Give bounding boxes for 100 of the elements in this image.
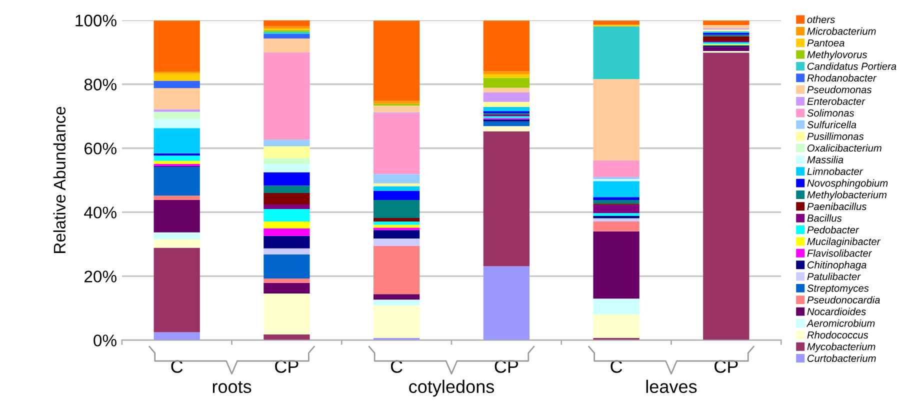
y-tick-label: 80% bbox=[84, 78, 116, 90]
legend-label: Novosphingobium bbox=[807, 179, 888, 189]
bar bbox=[593, 200, 640, 204]
bar bbox=[483, 74, 530, 78]
legend-label: Massilia bbox=[807, 156, 844, 164]
legend-label: Curtobacterium bbox=[808, 354, 876, 362]
bar bbox=[593, 178, 640, 182]
legend-label: Sulfuricella bbox=[807, 120, 856, 128]
legend-label: others bbox=[807, 16, 835, 24]
bar bbox=[154, 109, 200, 112]
bar bbox=[593, 26, 640, 80]
bar bbox=[264, 140, 310, 146]
bar bbox=[593, 218, 640, 222]
bar bbox=[483, 106, 530, 112]
bar bbox=[154, 112, 200, 120]
bar bbox=[373, 183, 420, 186]
bar bbox=[373, 113, 420, 174]
bar bbox=[593, 160, 640, 178]
legend-label: Limnobacter bbox=[807, 168, 864, 176]
bar bbox=[373, 186, 420, 191]
legend-label: Solimonas bbox=[807, 109, 854, 117]
bar bbox=[264, 34, 310, 38]
legend-label: Pseudomonas bbox=[807, 86, 872, 94]
bar bbox=[264, 254, 310, 278]
y-tick-label: 60% bbox=[84, 142, 116, 154]
bar bbox=[703, 46, 750, 51]
legend-label: Chitinophaga bbox=[808, 261, 866, 270]
bar bbox=[373, 190, 420, 200]
bar bbox=[703, 52, 750, 340]
legend-label: Pantoea bbox=[807, 39, 844, 47]
bar bbox=[703, 25, 750, 28]
bar bbox=[264, 186, 310, 194]
legend-label: Bacillus bbox=[807, 214, 842, 222]
legend-label: Methylobacterium bbox=[807, 190, 886, 200]
bar bbox=[593, 181, 640, 198]
bar bbox=[264, 52, 310, 140]
bar bbox=[483, 126, 530, 132]
bar bbox=[264, 209, 310, 222]
legend-label: Candidatus Portiera bbox=[808, 62, 896, 70]
text: roots bbox=[212, 381, 252, 394]
bar bbox=[154, 160, 200, 164]
bar bbox=[373, 294, 420, 300]
bar bbox=[154, 196, 200, 200]
bar bbox=[264, 20, 310, 26]
bar bbox=[593, 314, 640, 338]
bar bbox=[154, 128, 200, 154]
bar bbox=[483, 20, 530, 72]
bar bbox=[264, 248, 310, 254]
bar bbox=[154, 73, 200, 81]
text: cotyledons bbox=[409, 380, 494, 397]
bar bbox=[373, 246, 420, 294]
legend-label: Enterobacter bbox=[807, 97, 866, 105]
bar bbox=[154, 232, 200, 240]
legend-label: Patulibacter bbox=[807, 272, 861, 280]
bar bbox=[593, 20, 640, 25]
bar bbox=[154, 20, 200, 72]
bar bbox=[593, 298, 640, 314]
bar bbox=[373, 200, 420, 218]
bar bbox=[264, 146, 310, 158]
bar bbox=[264, 204, 310, 210]
bar bbox=[593, 222, 640, 232]
y-tick-label: 100% bbox=[76, 14, 116, 26]
bar bbox=[264, 278, 310, 283]
legend-label: Oxalicibacterium bbox=[808, 144, 882, 152]
bar bbox=[154, 88, 200, 110]
legend-label: Pseudonocardia bbox=[807, 296, 880, 304]
bar bbox=[264, 293, 310, 334]
bar bbox=[483, 71, 530, 74]
bar bbox=[373, 174, 420, 184]
bar bbox=[373, 100, 420, 104]
bar bbox=[154, 80, 200, 88]
bar bbox=[154, 156, 200, 161]
bar bbox=[154, 239, 200, 248]
bar bbox=[264, 158, 310, 164]
bar bbox=[593, 204, 640, 214]
legend-label: Rhodococcus bbox=[807, 331, 868, 339]
bar bbox=[483, 78, 530, 88]
bar bbox=[154, 119, 200, 128]
bar bbox=[373, 20, 420, 101]
legend-label: Mycobacterium bbox=[807, 342, 876, 352]
bar bbox=[373, 300, 420, 306]
bar bbox=[264, 282, 310, 294]
bar bbox=[264, 222, 310, 229]
bar bbox=[483, 88, 530, 93]
bar bbox=[264, 164, 310, 172]
bar bbox=[593, 197, 640, 200]
bar bbox=[154, 200, 200, 232]
bar bbox=[264, 236, 310, 248]
bar bbox=[483, 102, 530, 107]
bar bbox=[373, 224, 420, 228]
legend-label: Nocardioides bbox=[807, 308, 866, 316]
legend-label: Rhodanobacter bbox=[807, 74, 877, 82]
legend-label: Pusillimonas bbox=[807, 132, 864, 140]
bar bbox=[593, 216, 640, 218]
bar bbox=[264, 32, 310, 34]
bar bbox=[154, 248, 200, 332]
bar bbox=[373, 238, 420, 246]
bar bbox=[373, 218, 420, 222]
bar bbox=[264, 193, 310, 205]
bar bbox=[483, 121, 530, 126]
